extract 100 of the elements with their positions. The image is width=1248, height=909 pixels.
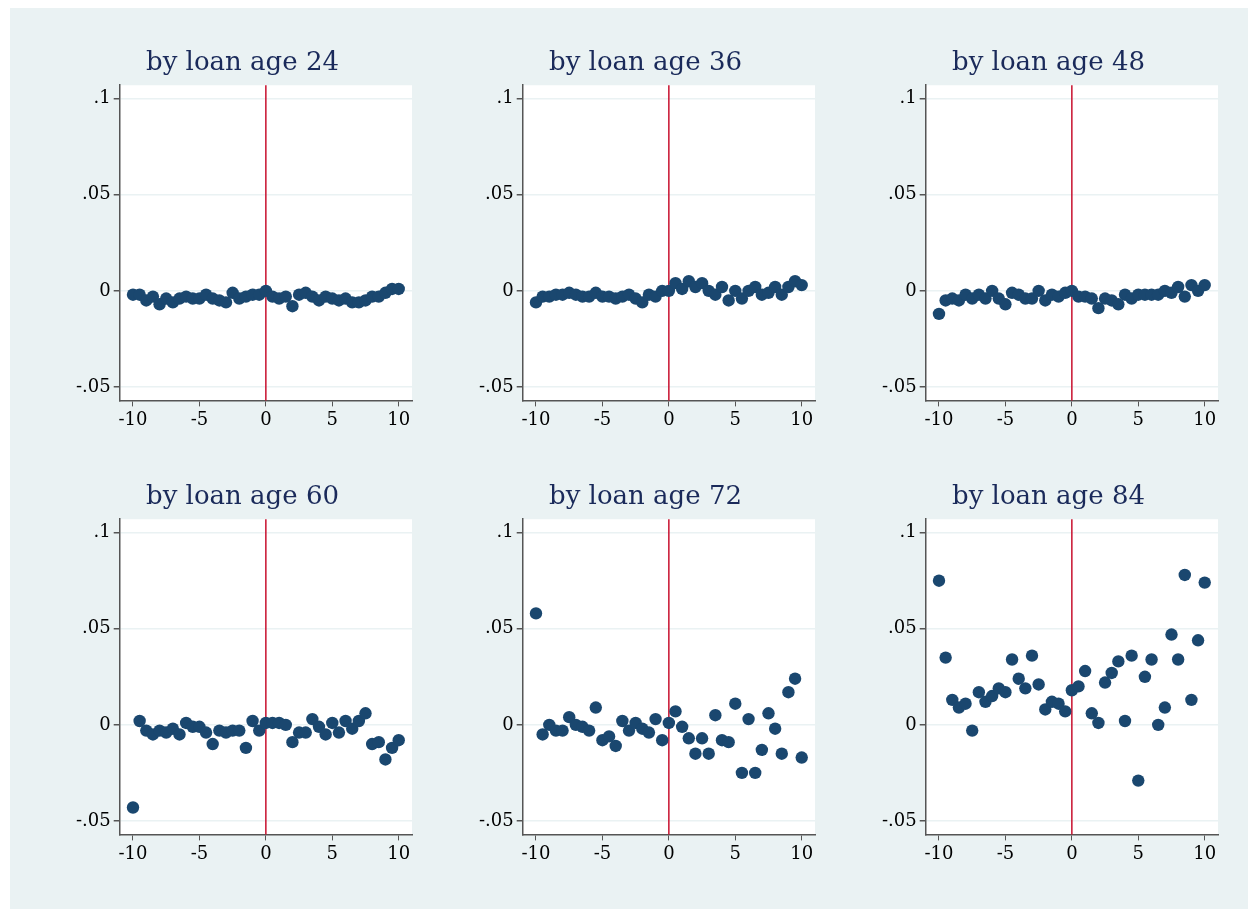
point [392,734,405,747]
x-tick-label: 5 [729,407,742,429]
point [622,724,636,737]
point [582,724,596,737]
point [946,693,959,707]
point [1158,701,1172,714]
point [286,735,299,749]
point [239,741,253,755]
point [695,276,709,290]
point [695,732,709,745]
point [616,714,629,728]
y-tick-label: 0 [905,278,917,300]
point [199,726,213,739]
y-tick-label: 0 [905,712,917,734]
point [642,726,656,739]
point [709,709,722,722]
y-tick-label: 0 [99,712,111,734]
y-tick-label: .05 [82,616,111,638]
y-tick-label: 0 [502,278,514,300]
point [795,751,808,764]
point [319,728,332,741]
x-tick-label: 0 [1066,841,1078,863]
y-tick-label: -.05 [75,374,111,396]
point [749,766,762,780]
y-tick-label: .05 [82,182,111,204]
point [1112,655,1125,668]
point [279,718,292,732]
point [1098,676,1112,689]
point [649,712,662,726]
point [1039,703,1052,716]
point [306,712,319,726]
point [729,697,742,710]
point [972,685,986,699]
point [762,707,775,720]
x-tick-label: 10 [387,841,411,863]
chart-title: by loan age 72 [549,480,742,511]
point [675,282,689,296]
x-tick-label: -5 [593,407,612,429]
point [332,726,346,739]
point [985,284,999,298]
y-tick-label: -.05 [881,808,917,830]
y-tick-label: .05 [485,182,514,204]
point [755,743,769,757]
point [985,689,999,703]
point [173,728,186,741]
x-tick-label: 5 [729,841,742,863]
x-tick-label: 0 [663,841,675,863]
x-tick-label: -5 [190,841,209,863]
point [979,292,992,305]
point [742,712,755,726]
point [1185,693,1198,707]
point [715,280,729,294]
y-tick-label: .1 [496,520,514,542]
point [702,747,715,760]
y-tick-label: .1 [899,86,917,108]
chart-title: by loan age 84 [952,480,1145,511]
point [1191,634,1205,647]
x-tick-label: -5 [996,841,1015,863]
point [1085,292,1098,305]
y-tick-label: -.05 [881,374,917,396]
point [768,280,782,294]
point [563,710,576,724]
point [1198,576,1211,589]
point [1118,714,1132,728]
y-tick-label: -.05 [478,808,514,830]
x-tick-label: -5 [190,407,209,429]
y-tick-label: 0 [99,278,111,300]
x-tick-label: 10 [790,841,814,863]
x-tick-label: -5 [593,841,612,863]
x-tick-label: -10 [118,841,148,863]
point [939,651,952,664]
point [1125,649,1138,662]
point [1078,664,1092,678]
point [352,714,366,728]
point [1198,278,1211,292]
y-tick-label: .1 [496,86,514,108]
y-tick-label: .05 [888,182,917,204]
point [722,735,735,749]
point [662,716,676,730]
point [1171,653,1185,666]
point [749,280,762,294]
point [1032,284,1045,298]
point [1072,680,1085,693]
point [1132,774,1145,787]
point [788,672,802,685]
point [1145,653,1158,666]
point [722,294,735,307]
point [126,801,140,814]
point [246,714,259,728]
x-tick-label: 0 [260,841,272,863]
point [932,574,946,587]
point [775,288,788,301]
x-tick-label: 0 [663,407,675,429]
point [1138,670,1152,683]
point [609,739,622,753]
chart-title: by loan age 48 [952,46,1145,77]
point [1092,716,1105,730]
point [279,290,292,303]
x-tick-label: 10 [790,407,814,429]
point [795,278,808,292]
